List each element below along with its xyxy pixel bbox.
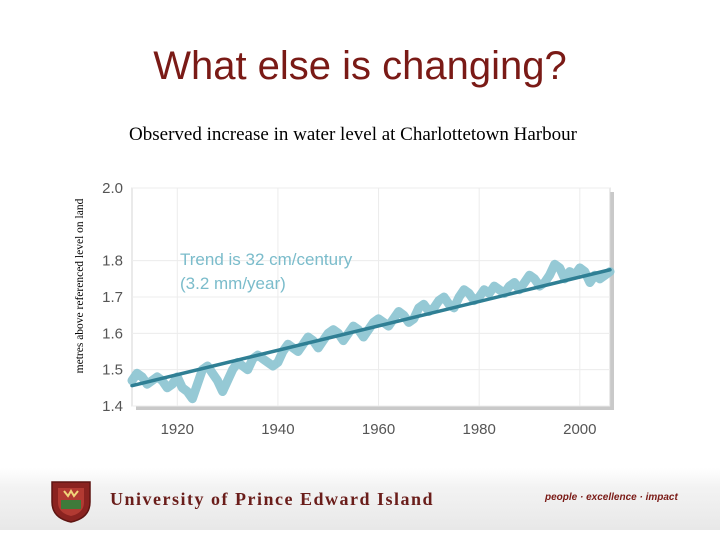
x-tick-label: 1940	[261, 421, 294, 438]
trend-annotation: Trend is 32 cm/century	[180, 250, 353, 269]
tagline: people · excellence · impact	[545, 492, 678, 503]
x-tick-label: 1980	[462, 421, 495, 438]
slide-title: What else is changing?	[153, 44, 567, 88]
trend-annotation: (3.2 mm/year)	[180, 274, 286, 293]
y-tick-label: 1.4	[102, 398, 123, 415]
trend-line	[130, 268, 612, 388]
y-tick-label: 1.7	[102, 289, 123, 306]
annotation-layer: Trend is 32 cm/century (3.2 mm/year)	[180, 250, 353, 293]
university-name: University of Prince Edward Island	[110, 489, 435, 509]
axes-layer: 1.4 1.5 1.6 1.7 1.8 2.0 1920 1940 1960 1980 2000	[102, 180, 614, 438]
y-tick-label: 1.6	[102, 325, 123, 342]
water-level-chart: 1.4 1.5 1.6 1.7 1.8 2.0 1920 1940 1960 1980 2000 T…	[102, 180, 615, 438]
university-crest-icon	[51, 481, 91, 523]
y-axis-label: metres above referenced level on land	[74, 198, 86, 374]
x-tick-label: 1960	[362, 421, 395, 438]
chart-subtitle: Observed increase in water level at Char…	[129, 124, 577, 145]
y-tick-label: 1.8	[102, 253, 123, 270]
footer-bar	[0, 468, 720, 530]
x-tick-label: 1920	[161, 421, 194, 438]
y-tick-label: 1.5	[102, 362, 123, 379]
series-layer	[127, 259, 615, 404]
x-tick-label: 2000	[563, 421, 596, 438]
y-tick-label: 2.0	[102, 180, 123, 197]
